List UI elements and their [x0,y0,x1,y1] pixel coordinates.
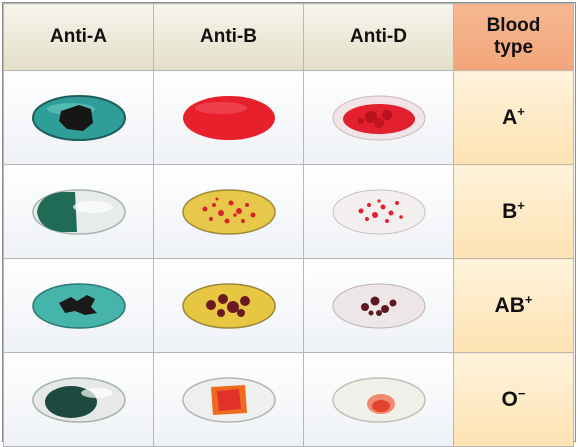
anti-b-sample [153,70,304,165]
anti-b-sample [153,352,304,447]
non-agglutinated-anti-a-drop-icon [31,188,126,235]
red-drop-icon [182,95,275,140]
table-row: A+ [3,70,574,165]
blood-typing-table: Anti-A Anti-B Anti-D Blood type [3,3,574,447]
non-agglutinated-anti-b-drop-icon [181,376,276,423]
non-agglutinated-anti-d-drop-icon [331,376,426,423]
table-row: AB+ [3,258,574,353]
blood-type-cell: A+ [453,70,574,165]
blood-type-header-line1: Blood [486,15,541,36]
anti-a-sample [3,258,154,353]
agglutinated-anti-b-drop-icon [181,188,276,235]
rh-sign: + [524,291,533,307]
blood-type-label: B [502,199,518,223]
blood-type-cell: AB+ [453,258,574,353]
table-row: O− [3,352,574,447]
agglutinated-anti-d-drop-icon [332,189,425,234]
blood-type-header-line2: type [493,37,534,58]
anti-d-sample [303,258,454,353]
blood-type-header: Blood type [453,3,574,71]
rh-sign: + [517,197,525,213]
agglutinated-anti-d-drop-icon [332,283,425,328]
anti-a-sample [3,70,154,165]
anti-d-sample [303,164,454,259]
anti-b-sample [153,164,304,259]
agglutinated-anti-b-drop-icon [181,282,276,329]
agglutinated-anti-a-drop-icon [31,282,126,329]
blood-type-label: A [502,105,518,129]
rh-sign: − [517,385,526,401]
anti-d-sample [303,352,454,447]
blood-type-cell: O− [453,352,574,447]
non-agglutinated-anti-a-drop-icon [31,376,126,423]
anti-a-sample [3,164,154,259]
anti-b-header: Anti-B [153,3,304,71]
blood-type-label: AB [494,293,525,317]
anti-d-header: Anti-D [303,3,454,71]
anti-a-header: Anti-A [3,3,154,71]
anti-a-sample [3,352,154,447]
agglutinated-anti-a-drop-icon [31,94,126,141]
anti-b-sample [153,258,304,353]
header-row: Anti-A Anti-B Anti-D Blood type [3,3,574,71]
table-row: B+ [3,164,574,259]
blood-type-label: O [501,387,518,411]
anti-d-sample [303,70,454,165]
blood-type-cell: B+ [453,164,574,259]
agglutinated-anti-d-drop-icon [332,95,425,140]
rh-sign: + [517,103,525,119]
